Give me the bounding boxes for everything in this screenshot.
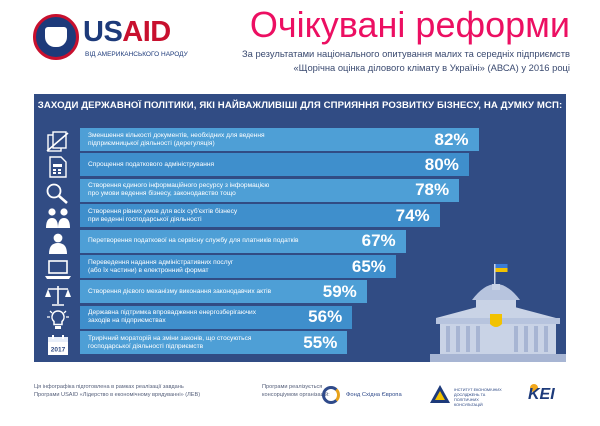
- fund-ring-icon: [322, 386, 340, 404]
- bar-fill: [80, 255, 396, 278]
- bar-row: Переведення надання адміністративних пос…: [80, 255, 566, 278]
- bar-value-label: 56%: [308, 307, 343, 327]
- parliament-building-illustration: [430, 264, 566, 362]
- bar-value-label: 65%: [351, 256, 386, 276]
- kei-sun-icon: [530, 384, 538, 392]
- bar-label-line: Створення дієвого механізму виконання за…: [88, 287, 272, 295]
- footer-consortium-note: Програми реалізується консорціумом орган…: [262, 384, 330, 398]
- laptop-icon: [45, 260, 71, 279]
- bar-fill: [80, 331, 348, 355]
- usaid-tagline: ВІД АМЕРИКАНСЬКОГО НАРОДУ: [85, 51, 188, 58]
- bar-row: Зменшення кількості документів, необхідн…: [80, 128, 566, 151]
- bar-label: Перетворення податкової на сервісну служ…: [88, 230, 328, 253]
- bar-fill: [80, 204, 440, 228]
- scales-icon: [45, 286, 71, 306]
- bar-label: Спрощення податкового адміністрування: [88, 153, 328, 176]
- bar-label: Створення єдиного інформаційного ресурсу…: [88, 179, 328, 202]
- bar-value-label: 80%: [424, 154, 459, 174]
- bar-fill: [80, 178, 460, 202]
- page-title: Очікувані реформи: [249, 4, 570, 45]
- documents-icon: [46, 131, 69, 152]
- bar-label-line: господарської діяльності підприємств: [88, 342, 204, 350]
- bar-row: Трирічний мораторій на зміни законів, що…: [80, 331, 566, 355]
- bar-fill: [80, 305, 353, 329]
- bar-label-line: (або їх частини) в електронний формат: [88, 266, 209, 274]
- magnifier-icon: [46, 183, 68, 204]
- bar-label-line: заходів на підприємствах: [88, 317, 166, 325]
- usaid-seal-icon: [33, 14, 79, 60]
- bar-fill: [80, 280, 367, 304]
- bar-value-label: 82%: [434, 129, 469, 149]
- bar-value-label: 59%: [322, 281, 357, 301]
- fund-eastern-europe-logo: Фонд Східна Європа: [322, 386, 408, 406]
- lightbulb-icon: [47, 310, 69, 329]
- bar-label-line: підприємницької діяльності (дерегуляція): [88, 139, 215, 147]
- footer-program-note: Ця інфографіка підготовлена в рамках реа…: [34, 384, 201, 398]
- bar-row: Перетворення податкової на сервісну служ…: [80, 229, 566, 253]
- calendar-year: 2017: [51, 347, 66, 354]
- bar-label-line: про умови ведення бізнесу, законодавство…: [88, 190, 236, 198]
- institute-logo: ІНСТИТУТ ЕКОНОМІЧНИХ ДОСЛІДЖЕНЬ ТА ПОЛІТ…: [430, 384, 504, 408]
- chart-panel: ЗАХОДИ ДЕРЖАВНОЇ ПОЛІТИКИ, ЯКІ НАЙВАЖЛИВ…: [34, 94, 566, 362]
- bar-fill: [80, 153, 469, 177]
- usaid-wordmark: USAID: [83, 16, 171, 48]
- bar-row: Створення єдиного інформаційного ресурсу…: [80, 178, 566, 202]
- usaid-logo: USAID ВІД АМЕРИКАНСЬКОГО НАРОДУ: [33, 14, 188, 62]
- kei-logo: KEI: [528, 384, 555, 403]
- institute-triangle-icon: [430, 385, 450, 403]
- subtitle-line-2: «Щорічна оцінка ділового клімату в Украї…: [293, 62, 570, 73]
- bar-row: Створення дієвого механізму виконання за…: [80, 280, 566, 304]
- bar-row: Спрощення податкового адміністрування 80%: [80, 153, 566, 177]
- bar-label-line: Зменшення кількості документів, необхідн…: [88, 131, 265, 139]
- bar-label: Державна підтримка впровадження енергозб…: [88, 306, 328, 329]
- bar-row: Державна підтримка впровадження енергозб…: [80, 305, 566, 329]
- bar-label-line: при веденні господарської діяльності: [88, 215, 202, 223]
- bar-label: Переведення надання адміністративних пос…: [88, 255, 328, 278]
- person-icon: [49, 233, 67, 254]
- bar-label-line: Переведення надання адміністративних пос…: [88, 258, 234, 266]
- bar-fill: [80, 128, 479, 151]
- bar-value-label: 78%: [415, 180, 450, 200]
- bar-value-label: 67%: [361, 231, 396, 251]
- chart-heading: ЗАХОДИ ДЕРЖАВНОЇ ПОЛІТИКИ, ЯКІ НАЙВАЖЛИВ…: [37, 100, 563, 111]
- bar-label-line: Трирічний мораторій на зміни законів, що…: [88, 334, 252, 342]
- bar-label: Трирічний мораторій на зміни законів, що…: [88, 331, 328, 354]
- bar-label-line: Створення рівних умов для всіх суб'єктів…: [88, 207, 238, 215]
- people-icon: [46, 208, 70, 228]
- subtitle-line-1: За результатами національного опитування…: [241, 48, 570, 59]
- calculator-icon: [49, 156, 67, 178]
- bar-label-line: Створення єдиного інформаційного ресурсу…: [88, 182, 270, 190]
- bar-label: Створення дієвого механізму виконання за…: [88, 280, 328, 303]
- bar-label-line: Спрощення податкового адміністрування: [88, 160, 215, 168]
- bar-label-line: Перетворення податкової на сервісну служ…: [88, 237, 299, 245]
- bar-label: Створення рівних умов для всіх суб'єктів…: [88, 204, 328, 227]
- bar-value-label: 74%: [395, 205, 430, 225]
- bar-value-label: 55%: [303, 332, 338, 352]
- bar-fill: [80, 229, 406, 253]
- calendar-icon: 2017: [48, 335, 68, 355]
- bar-label: Зменшення кількості документів, необхідн…: [88, 128, 328, 151]
- bar-row: Створення рівних умов для всіх суб'єктів…: [80, 204, 566, 228]
- bar-label-line: Державна підтримка впровадження енергозб…: [88, 309, 257, 317]
